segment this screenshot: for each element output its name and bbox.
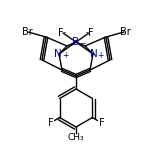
Text: CH₃: CH₃ (68, 133, 84, 142)
Text: +: + (97, 51, 104, 60)
Text: +: + (62, 51, 68, 60)
Text: N: N (90, 49, 98, 59)
Text: F: F (99, 117, 104, 128)
Text: −: − (79, 39, 86, 48)
Text: ·: · (63, 28, 67, 40)
Text: F: F (58, 28, 64, 38)
Text: B: B (73, 37, 79, 47)
Text: F: F (48, 117, 53, 128)
Text: F: F (88, 28, 94, 38)
Text: N: N (54, 49, 62, 59)
Text: ·: · (85, 28, 89, 40)
Text: Br: Br (120, 27, 130, 37)
Text: Br: Br (22, 27, 32, 37)
